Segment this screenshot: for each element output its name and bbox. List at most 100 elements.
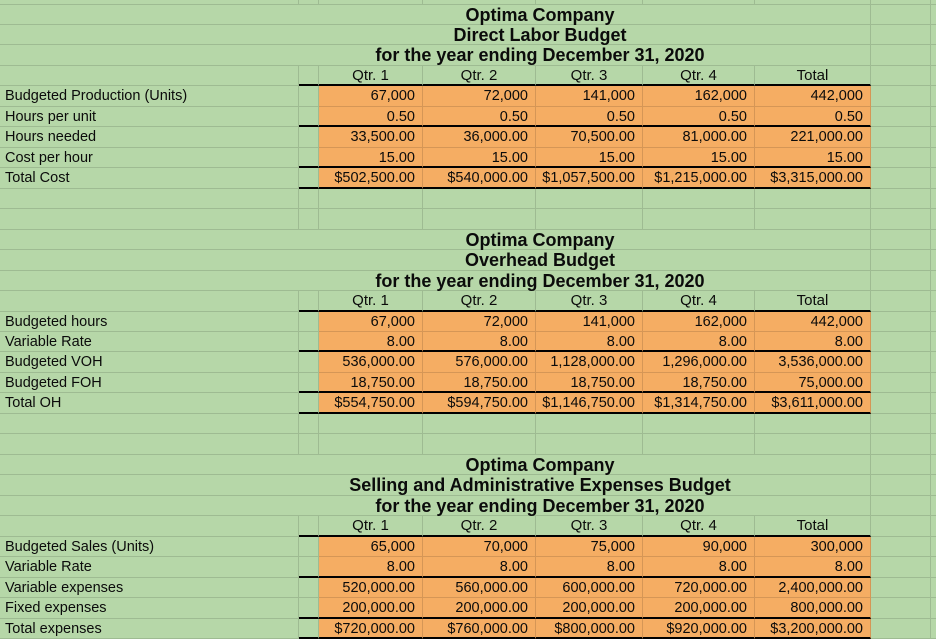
column-header[interactable]: Qtr. 1 xyxy=(319,65,423,87)
row-label[interactable]: Hours needed xyxy=(0,127,299,148)
edge-cell[interactable] xyxy=(931,209,936,230)
empty-cell[interactable] xyxy=(0,291,299,312)
edge-cell[interactable] xyxy=(931,598,936,619)
value-cell[interactable]: 200,000.00 xyxy=(423,598,536,619)
empty-cell[interactable] xyxy=(871,413,931,435)
empty-cell[interactable] xyxy=(299,86,319,107)
value-cell[interactable]: 8.00 xyxy=(643,332,755,353)
value-cell[interactable]: 200,000.00 xyxy=(643,598,755,619)
value-cell[interactable]: 15.00 xyxy=(755,147,871,169)
empty-cell[interactable] xyxy=(871,4,931,25)
value-cell[interactable]: 18,750.00 xyxy=(319,372,423,394)
value-cell[interactable]: $1,215,000.00 xyxy=(643,168,755,189)
value-cell[interactable]: 8.00 xyxy=(755,332,871,353)
row-label[interactable]: Cost per hour xyxy=(0,147,299,169)
value-cell[interactable]: 442,000 xyxy=(755,86,871,107)
value-cell[interactable]: 0.50 xyxy=(423,106,536,128)
row-label[interactable]: Fixed expenses xyxy=(0,598,299,619)
column-header[interactable]: Qtr. 3 xyxy=(536,291,643,312)
edge-cell[interactable] xyxy=(931,537,936,558)
edge-cell[interactable] xyxy=(931,619,936,639)
table-title[interactable]: Optima Company xyxy=(0,454,871,476)
value-cell[interactable]: 0.50 xyxy=(536,106,643,128)
value-cell[interactable]: 0.50 xyxy=(319,106,423,128)
empty-cell[interactable] xyxy=(299,393,319,414)
edge-cell[interactable] xyxy=(931,86,936,107)
empty-cell[interactable] xyxy=(871,454,931,476)
value-cell[interactable]: 72,000 xyxy=(423,86,536,107)
row-label[interactable]: Budgeted Production (Units) xyxy=(0,86,299,107)
column-header[interactable]: Qtr. 1 xyxy=(319,291,423,312)
value-cell[interactable]: 70,000 xyxy=(423,536,536,558)
value-cell[interactable]: $3,315,000.00 xyxy=(755,168,871,189)
empty-cell[interactable] xyxy=(871,86,931,107)
empty-cell[interactable] xyxy=(536,0,643,5)
row-label[interactable]: Hours per unit xyxy=(0,106,299,128)
table-title[interactable]: Overhead Budget xyxy=(0,250,871,271)
edge-cell[interactable] xyxy=(931,230,936,251)
empty-cell[interactable] xyxy=(423,413,536,435)
empty-cell[interactable] xyxy=(871,106,931,128)
empty-cell[interactable] xyxy=(755,209,871,230)
value-cell[interactable]: 0.50 xyxy=(643,106,755,128)
value-cell[interactable]: 8.00 xyxy=(536,332,643,353)
table-title[interactable]: for the year ending December 31, 2020 xyxy=(0,495,871,517)
empty-cell[interactable] xyxy=(871,311,931,332)
empty-cell[interactable] xyxy=(299,577,319,599)
value-cell[interactable]: 536,000.00 xyxy=(319,352,423,373)
edge-cell[interactable] xyxy=(931,148,936,169)
empty-cell[interactable] xyxy=(871,229,931,251)
empty-cell[interactable] xyxy=(871,127,931,148)
empty-cell[interactable] xyxy=(0,65,299,87)
value-cell[interactable]: 8.00 xyxy=(423,332,536,353)
table-title[interactable]: Optima Company xyxy=(0,4,871,25)
value-cell[interactable]: 90,000 xyxy=(643,536,755,558)
empty-cell[interactable] xyxy=(319,188,423,210)
value-cell[interactable]: 65,000 xyxy=(319,536,423,558)
column-header[interactable]: Qtr. 4 xyxy=(643,291,755,312)
value-cell[interactable]: $1,057,500.00 xyxy=(536,168,643,189)
empty-cell[interactable] xyxy=(871,65,931,87)
value-cell[interactable]: 0.50 xyxy=(755,106,871,128)
column-header[interactable]: Qtr. 3 xyxy=(536,516,643,537)
value-cell[interactable]: 560,000.00 xyxy=(423,577,536,599)
empty-cell[interactable] xyxy=(319,0,423,5)
column-header[interactable]: Total xyxy=(755,65,871,87)
edge-cell[interactable] xyxy=(931,475,936,496)
edge-cell[interactable] xyxy=(931,557,936,578)
empty-cell[interactable] xyxy=(536,209,643,230)
empty-cell[interactable] xyxy=(871,24,931,46)
value-cell[interactable]: 18,750.00 xyxy=(643,372,755,394)
row-label[interactable]: Budgeted hours xyxy=(0,311,299,332)
value-cell[interactable]: 141,000 xyxy=(536,86,643,107)
empty-cell[interactable] xyxy=(755,434,871,455)
edge-cell[interactable] xyxy=(931,0,936,5)
value-cell[interactable]: $760,000.00 xyxy=(423,618,536,639)
value-cell[interactable]: $502,500.00 xyxy=(319,168,423,189)
empty-cell[interactable] xyxy=(871,0,931,5)
column-header[interactable]: Total xyxy=(755,516,871,537)
empty-cell[interactable] xyxy=(0,209,299,230)
empty-cell[interactable] xyxy=(299,127,319,148)
empty-cell[interactable] xyxy=(299,209,319,230)
edge-cell[interactable] xyxy=(931,578,936,599)
value-cell[interactable]: 18,750.00 xyxy=(536,372,643,394)
value-cell[interactable]: 141,000 xyxy=(536,311,643,332)
value-cell[interactable]: 72,000 xyxy=(423,311,536,332)
edge-cell[interactable] xyxy=(931,250,936,271)
value-cell[interactable]: 67,000 xyxy=(319,86,423,107)
value-cell[interactable]: $540,000.00 xyxy=(423,168,536,189)
value-cell[interactable]: 520,000.00 xyxy=(319,577,423,599)
empty-cell[interactable] xyxy=(299,352,319,373)
value-cell[interactable]: 162,000 xyxy=(643,311,755,332)
empty-cell[interactable] xyxy=(0,0,299,5)
value-cell[interactable]: 15.00 xyxy=(643,147,755,169)
edge-cell[interactable] xyxy=(931,393,936,414)
empty-cell[interactable] xyxy=(299,618,319,639)
value-cell[interactable]: 15.00 xyxy=(423,147,536,169)
empty-cell[interactable] xyxy=(871,475,931,496)
row-label[interactable]: Budgeted VOH xyxy=(0,352,299,373)
empty-cell[interactable] xyxy=(536,188,643,210)
table-title[interactable]: Selling and Administrative Expenses Budg… xyxy=(0,475,871,496)
row-label[interactable]: Total OH xyxy=(0,393,299,414)
